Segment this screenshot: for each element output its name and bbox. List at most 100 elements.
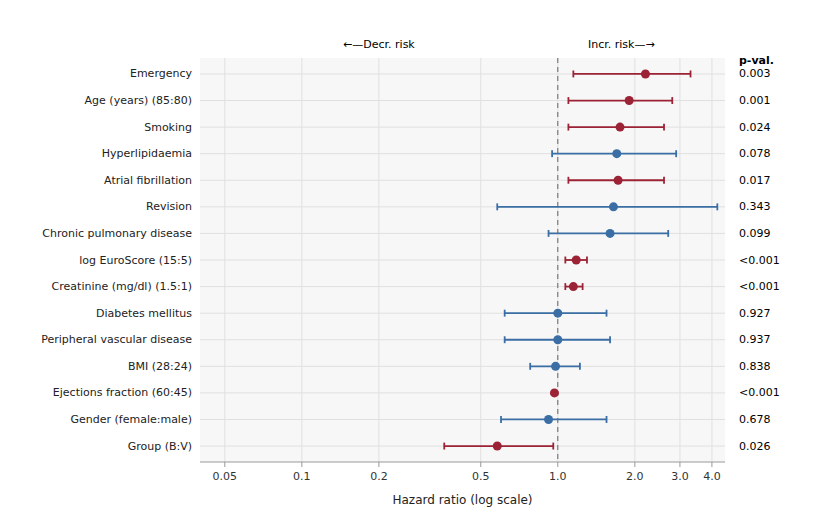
x-tick — [711, 462, 712, 467]
x-tick-label: 0.1 — [293, 470, 311, 483]
chart: 0.050.10.20.51.02.03.04.0Hazard ratio (l… — [0, 0, 826, 522]
hazard-ratio-point — [569, 282, 578, 291]
x-tick-label: 0.05 — [213, 470, 238, 483]
p-value: 0.343 — [739, 200, 771, 213]
row-grid-line — [200, 366, 725, 367]
hazard-ratio-point — [550, 388, 559, 397]
ci-high-cap — [716, 203, 718, 210]
p-value: 0.078 — [739, 147, 771, 160]
y-tick-label: Diabetes mellitus — [96, 307, 192, 320]
y-tick-label: log EuroScore (15:5) — [79, 254, 192, 267]
ci-low-cap — [548, 230, 550, 237]
hazard-ratio-point — [493, 442, 502, 451]
p-value: 0.026 — [739, 440, 771, 453]
y-tick-label: Ejections fraction (60:45) — [53, 386, 192, 399]
row-grid-line — [200, 127, 725, 128]
confidence-interval — [573, 73, 690, 75]
y-tick-label: Gender (female:male) — [70, 413, 192, 426]
x-tick-label: 2.0 — [626, 470, 644, 483]
p-value: 0.024 — [739, 121, 771, 134]
p-value: 0.001 — [739, 94, 771, 107]
x-axis-label: Hazard ratio (log scale) — [392, 493, 532, 507]
row-grid-line — [200, 392, 725, 393]
ci-low-cap — [568, 97, 570, 104]
x-tick-label: 1.0 — [549, 470, 567, 483]
y-tick-label: BMI (28:24) — [128, 360, 192, 373]
hazard-ratio-point — [572, 256, 581, 265]
hazard-ratio-point — [641, 69, 650, 78]
ci-high-cap — [606, 310, 608, 317]
confidence-interval — [497, 206, 717, 208]
x-tick — [301, 462, 302, 467]
ci-high-cap — [552, 443, 554, 450]
ci-low-cap — [504, 336, 506, 343]
p-value: 0.937 — [739, 333, 771, 346]
p-value-header: p-val. — [739, 54, 774, 67]
confidence-interval — [501, 419, 606, 421]
ci-high-cap — [663, 124, 665, 131]
grid — [200, 58, 725, 462]
y-tick-label: Atrial fibrillation — [104, 174, 192, 187]
ci-low-cap — [572, 70, 574, 77]
marks — [444, 69, 717, 450]
row-grid-line — [200, 180, 725, 181]
ci-high-cap — [582, 283, 584, 290]
hazard-ratio-point — [553, 335, 562, 344]
ci-low-cap — [529, 363, 531, 370]
ci-low-cap — [568, 124, 570, 131]
p-value: 0.838 — [739, 360, 771, 373]
p-value: 0.927 — [739, 307, 771, 320]
x-axis-line — [200, 462, 725, 463]
ci-low-cap — [443, 443, 445, 450]
row-grid-line — [200, 286, 725, 287]
ci-high-cap — [675, 150, 677, 157]
x-tick-label: 4.0 — [703, 470, 721, 483]
p-value: <0.001 — [739, 254, 780, 267]
x-tick-label: 0.2 — [370, 470, 388, 483]
row-grid-line — [200, 313, 725, 314]
x-axis: 0.050.10.20.51.02.03.04.0 — [200, 462, 725, 483]
ci-low-cap — [551, 150, 553, 157]
y-tick-label: Age (years) (85:80) — [85, 94, 192, 107]
ci-high-cap — [690, 70, 692, 77]
y-tick-label: Creatinine (mg/dl) (1.5:1) — [52, 280, 192, 293]
p-values: 0.003 0.001 0.024 0.078 0.017 0.343 0.099 <0.00… — [739, 54, 780, 452]
x-grid-line — [557, 58, 558, 462]
p-value: 0.003 — [739, 67, 771, 80]
hazard-ratio-point — [553, 309, 562, 318]
row-grid-line — [200, 446, 725, 447]
ci-high-cap — [609, 336, 611, 343]
row-grid-line — [200, 100, 725, 101]
row-grid-line — [200, 206, 725, 207]
row-grid-line — [200, 260, 725, 261]
p-value: 0.678 — [739, 413, 771, 426]
x-tick-label: 3.0 — [671, 470, 689, 483]
y-tick-label: Emergency — [130, 67, 193, 80]
p-value: 0.099 — [739, 227, 771, 240]
hazard-ratio-point — [612, 149, 621, 158]
x-tick — [224, 462, 225, 467]
ci-high-cap — [667, 230, 669, 237]
hazard-ratio-point — [616, 123, 625, 132]
hazard-ratio-point — [625, 96, 634, 105]
row-grid-line — [200, 339, 725, 340]
reference-line — [557, 58, 558, 462]
x-tick — [634, 462, 635, 467]
p-value: <0.001 — [739, 280, 780, 293]
annotation: ←—Decr. risk — [343, 38, 415, 51]
p-value: 0.017 — [739, 174, 771, 187]
hazard-ratio-point — [606, 229, 615, 238]
hazard-ratio-point — [544, 415, 553, 424]
confidence-interval — [568, 100, 672, 102]
y-tick-label: Peripheral vascular disease — [41, 333, 192, 346]
x-tick — [679, 462, 680, 467]
row-grid-line — [200, 153, 725, 154]
x-tick — [378, 462, 379, 467]
ci-high-cap — [606, 416, 608, 423]
ci-low-cap — [564, 283, 566, 290]
x-tick — [557, 462, 558, 467]
ci-low-cap — [504, 310, 506, 317]
ci-high-cap — [579, 363, 581, 370]
ci-low-cap — [564, 257, 566, 264]
ci-high-cap — [663, 177, 665, 184]
